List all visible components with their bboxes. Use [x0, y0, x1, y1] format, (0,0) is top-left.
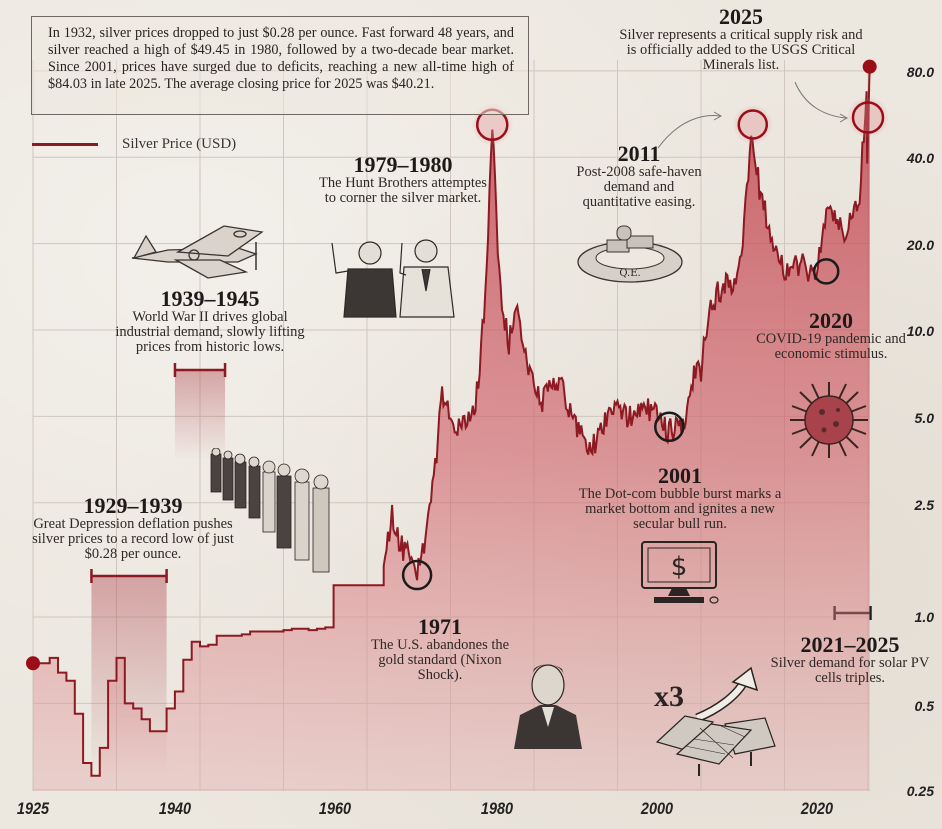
y-tick-0-25: 0.25 — [906, 783, 934, 799]
annotation-text: World War II drives global industrial de… — [115, 309, 305, 355]
qe-life-ring-gold-bars-icon: Q.E. — [577, 225, 683, 283]
price-area — [33, 64, 870, 791]
computer-dollar-monitor-icon: $ — [641, 541, 719, 604]
annotation-great-depression: 1929–1939 Great Depression deflation pus… — [24, 495, 242, 562]
annotation-year: 2001 — [658, 463, 702, 488]
x-tick-1925: 1925 — [16, 799, 50, 818]
y-tick-1: 1.0 — [914, 609, 934, 625]
annotation-solar: 2021–2025 Silver demand for solar PV cel… — [770, 634, 930, 686]
y-tick-2-5: 2.5 — [914, 497, 934, 513]
solar-multiplier-label: x3 — [654, 680, 684, 713]
annotation-nixon: 1971 The U.S. abandones the gold standar… — [362, 616, 518, 683]
price-line — [33, 64, 871, 777]
annotation-text: COVID-19 pandemic and economic stimulus. — [756, 331, 906, 362]
arrow-2011-head-icon — [713, 111, 723, 121]
annotation-year: 2020 — [809, 308, 853, 333]
y-tick-20: 20.0 — [906, 237, 934, 253]
annotation-text: Silver demand for solar PV cells triples… — [770, 655, 930, 686]
y-tick-5: 5.0 — [914, 410, 934, 426]
spitfire-airplane-icon — [131, 225, 264, 279]
dollar-sign: $ — [671, 552, 688, 582]
arrow-2011-icon — [657, 115, 721, 149]
x-tick-1960: 1960 — [318, 799, 352, 818]
x-tick-1980: 1980 — [480, 799, 514, 818]
solar-panels-growth-icon — [655, 666, 776, 776]
annotation-year: 1979–1980 — [353, 152, 453, 177]
annotation-year: 2011 — [617, 141, 661, 166]
annotation-hunt-brothers: 1979–1980 The Hunt Brothers attemptes to… — [318, 154, 488, 206]
annotation-ww2: 1939–1945 World War II drives global ind… — [110, 288, 310, 355]
annotation-year: 1939–1945 — [160, 286, 260, 311]
arrow-2025-head-icon — [839, 113, 849, 123]
legend-line-swatch — [32, 143, 98, 146]
y-tick-0-5: 0.5 — [914, 698, 934, 714]
y-tick-40: 40.0 — [906, 150, 934, 166]
annotation-text: Great Depression deflation pushes silver… — [32, 516, 234, 562]
intro-text-box: In 1932, silver prices dropped to just $… — [31, 16, 529, 115]
annotation-dotcom: 2001 The Dot-com bubble burst marks a ma… — [575, 465, 785, 532]
annotation-year: 1971 — [418, 614, 462, 639]
coronavirus-icon — [790, 382, 868, 458]
annotation-text: Silver represents a critical supply risk… — [619, 27, 863, 73]
legend: Silver Price (USD) — [32, 136, 236, 153]
y-tick-80: 80.0 — [906, 64, 934, 80]
annotation-year: 1929–1939 — [83, 493, 183, 518]
legend-label: Silver Price (USD) — [122, 136, 237, 152]
annotation-covid: 2020 COVID-19 pandemic and economic stim… — [756, 310, 906, 362]
nixon-portrait-icon — [514, 664, 582, 749]
annotation-2011: 2011 Post-2008 safe-haven demand and qua… — [572, 143, 706, 210]
annotation-text: The U.S. abandones the gold standard (Ni… — [370, 637, 510, 683]
annotation-year: 2021–2025 — [800, 632, 900, 657]
x-tick-1940: 1940 — [158, 799, 192, 818]
arrow-2025-icon — [794, 81, 847, 119]
annotation-text: Post-2008 safe-haven demand and quantita… — [576, 164, 702, 210]
intro-text: In 1932, silver prices dropped to just $… — [48, 25, 514, 92]
annotation-2025: 2025 Silver represents a critical supply… — [596, 6, 886, 73]
hunt-brothers-illustration-icon — [331, 239, 455, 318]
breadline-crowd-illustration-icon — [210, 448, 330, 573]
y-tick-10: 10.0 — [906, 323, 934, 339]
annotation-text: The Hunt Brothers attemptes to corner th… — [319, 175, 487, 206]
annotation-year: 2025 — [719, 4, 763, 29]
qe-label: Q.E. — [619, 268, 640, 279]
x-tick-2020: 2020 — [800, 799, 834, 818]
x-tick-2000: 2000 — [640, 799, 674, 818]
annotation-text: The Dot-com bubble burst marks a market … — [578, 486, 782, 532]
